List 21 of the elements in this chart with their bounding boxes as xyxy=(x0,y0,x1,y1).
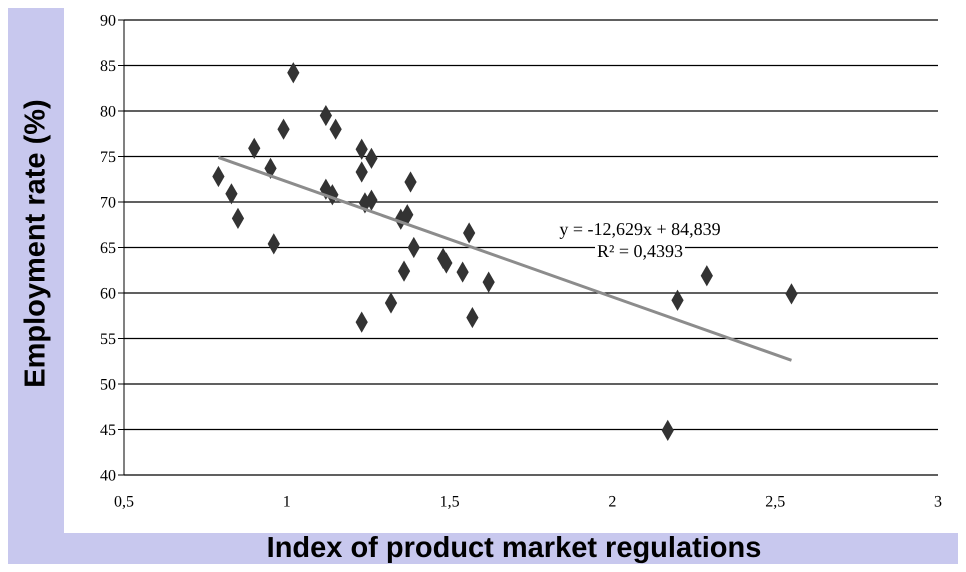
annotation: R² = 0,4393 xyxy=(594,241,686,261)
y-tick-label: 60 xyxy=(100,286,116,303)
annotation: y = -12,629x + 84,839 xyxy=(557,219,723,239)
y-tick-label: 50 xyxy=(100,376,116,394)
y-tick-label: 85 xyxy=(100,58,116,76)
x-tick-label: 2,5 xyxy=(765,493,786,510)
y-tick-label: 70 xyxy=(100,194,116,212)
y-tick-label: 65 xyxy=(100,240,116,258)
y-tick-label: 75 xyxy=(100,149,116,166)
y-tick-label: 40 xyxy=(100,468,116,485)
y-tick-label: 55 xyxy=(100,331,116,348)
y-tick-label: 80 xyxy=(100,104,116,121)
x-tick-label: 1,5 xyxy=(440,493,460,510)
y-tick-label: 45 xyxy=(100,422,116,440)
y-tick-label: 90 xyxy=(100,12,116,30)
x-tick-label: 2 xyxy=(608,493,616,510)
y-axis-title: Employment rate (%) xyxy=(20,98,52,388)
x-axis-title: Index of product market regulations xyxy=(266,532,762,564)
x-tick-label: 0,5 xyxy=(114,493,134,510)
x-tick-label: 1 xyxy=(282,493,291,510)
x-tick-label: 3 xyxy=(934,493,942,510)
